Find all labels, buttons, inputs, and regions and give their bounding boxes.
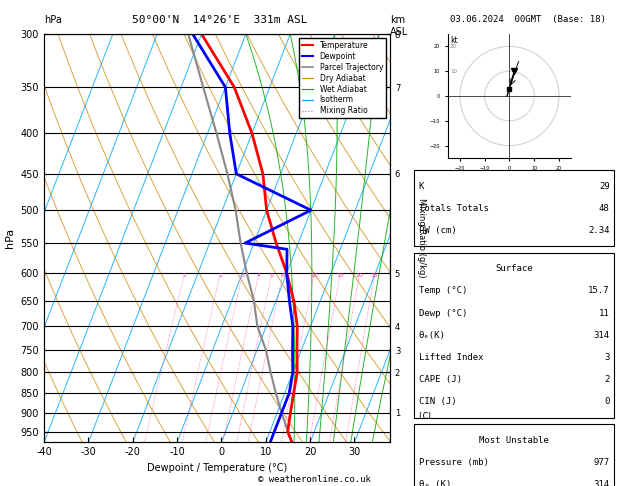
Bar	[415, 424, 614, 486]
Text: 11: 11	[599, 309, 610, 317]
Text: 03.06.2024  00GMT  (Base: 18): 03.06.2024 00GMT (Base: 18)	[450, 15, 606, 24]
Text: PW (cm): PW (cm)	[419, 226, 457, 235]
Bar	[415, 253, 614, 417]
Text: 20: 20	[356, 273, 364, 278]
Text: ASL: ASL	[390, 27, 408, 37]
Text: hPa: hPa	[44, 15, 62, 25]
Text: 15.7: 15.7	[588, 286, 610, 295]
Text: 314: 314	[594, 331, 610, 340]
Text: 20: 20	[450, 44, 457, 49]
Text: 48: 48	[599, 204, 610, 213]
Text: K: K	[419, 182, 424, 191]
Text: θₑ (K): θₑ (K)	[419, 480, 451, 486]
Text: CAPE (J): CAPE (J)	[419, 375, 462, 384]
Text: 3: 3	[241, 273, 245, 278]
Bar	[415, 170, 614, 246]
Text: Pressure (mb): Pressure (mb)	[419, 458, 489, 467]
Text: CIN (J): CIN (J)	[419, 397, 457, 406]
Text: 4: 4	[257, 273, 261, 278]
Text: Lifted Index: Lifted Index	[419, 353, 483, 362]
Text: 6: 6	[281, 273, 285, 278]
Y-axis label: hPa: hPa	[5, 228, 15, 248]
Text: 2: 2	[604, 375, 610, 384]
Text: Temp (°C): Temp (°C)	[419, 286, 467, 295]
X-axis label: Dewpoint / Temperature (°C): Dewpoint / Temperature (°C)	[147, 463, 287, 473]
Text: © weatheronline.co.uk: © weatheronline.co.uk	[258, 474, 371, 484]
Legend: Temperature, Dewpoint, Parcel Trajectory, Dry Adiabat, Wet Adiabat, Isotherm, Mi: Temperature, Dewpoint, Parcel Trajectory…	[299, 38, 386, 119]
Text: 314: 314	[594, 480, 610, 486]
Text: Most Unstable: Most Unstable	[479, 435, 549, 445]
Text: 10: 10	[450, 69, 457, 74]
Text: 10: 10	[311, 273, 318, 278]
Text: θₑ(K): θₑ(K)	[419, 331, 445, 340]
Text: km: km	[390, 15, 405, 25]
Y-axis label: Mixing Ratio (g/kg): Mixing Ratio (g/kg)	[417, 198, 426, 278]
Text: 15: 15	[337, 273, 344, 278]
Text: 29: 29	[599, 182, 610, 191]
Text: 3: 3	[604, 353, 610, 362]
Text: LCL: LCL	[418, 412, 433, 421]
Text: Totals Totals: Totals Totals	[419, 204, 489, 213]
Text: 977: 977	[594, 458, 610, 467]
Text: 25: 25	[371, 273, 379, 278]
Text: 5: 5	[270, 273, 274, 278]
Text: 1: 1	[182, 273, 186, 278]
Text: Surface: Surface	[496, 264, 533, 273]
Text: kt: kt	[450, 36, 458, 46]
Text: 2: 2	[218, 273, 223, 278]
Text: 0: 0	[604, 397, 610, 406]
Text: Dewp (°C): Dewp (°C)	[419, 309, 467, 317]
Text: 2.34: 2.34	[588, 226, 610, 235]
Text: 50°00'N  14°26'E  331m ASL: 50°00'N 14°26'E 331m ASL	[132, 15, 308, 25]
